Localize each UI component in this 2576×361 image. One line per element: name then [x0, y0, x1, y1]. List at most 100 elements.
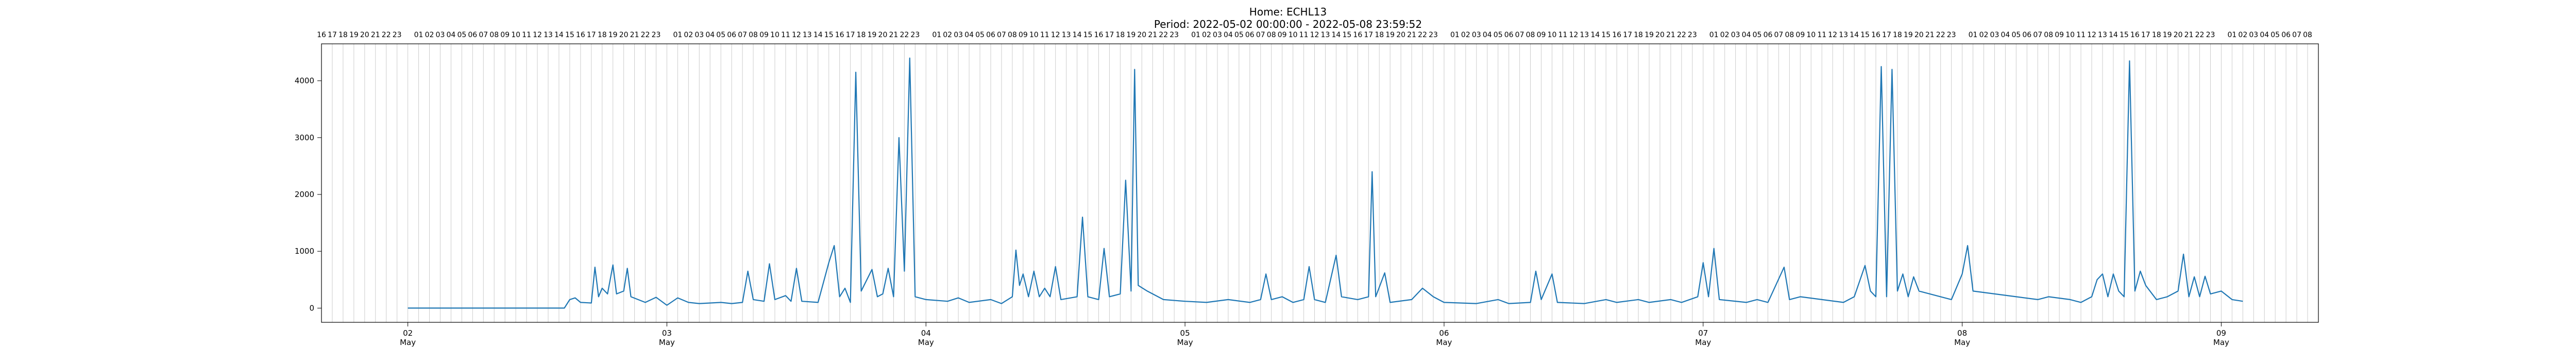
hour-label: 10 [2065, 31, 2075, 39]
hour-label: 14 [814, 31, 823, 39]
hour-label: 21 [630, 31, 639, 39]
hour-label: 04 [1224, 31, 1233, 39]
hour-label: 18 [857, 31, 866, 39]
hour-label: 22 [1159, 31, 1168, 39]
hour-label: 07 [1774, 31, 1784, 39]
hour-label: 01 [1709, 31, 1719, 39]
hour-label: 22 [641, 31, 650, 39]
hour-grid [321, 44, 2319, 322]
hour-label: 18 [1115, 31, 1125, 39]
hour-label: 16 [1612, 31, 1621, 39]
hour-label: 16 [576, 31, 585, 39]
hour-label: 10 [770, 31, 779, 39]
hour-label: 03 [1213, 31, 1222, 39]
hour-label: 21 [1666, 31, 1675, 39]
hour-label: 06 [727, 31, 736, 39]
hour-label: 11 [522, 31, 531, 39]
hour-label: 08 [1785, 31, 1794, 39]
hour-label: 07 [479, 31, 488, 39]
hour-label: 11 [1040, 31, 1049, 39]
hour-label: 07 [2292, 31, 2301, 39]
hour-label: 02 [684, 31, 693, 39]
x-tick-month: May [659, 338, 675, 347]
hour-label: 03 [1990, 31, 1999, 39]
hour-label: 10 [1289, 31, 1298, 39]
hour-label: 13 [544, 31, 553, 39]
x-tick-label: 02 [403, 329, 413, 338]
hour-label: 14 [1590, 31, 1600, 39]
hour-label: 19 [608, 31, 618, 39]
hour-label: 11 [781, 31, 790, 39]
hour-label: 20 [1137, 31, 1146, 39]
hour-label: 18 [2152, 31, 2161, 39]
hour-label: 12 [2087, 31, 2096, 39]
hour-label: 09 [1537, 31, 1546, 39]
y-tick-label: 4000 [295, 76, 314, 86]
hour-label: 08 [1267, 31, 1276, 39]
x-tick-label: 07 [1698, 329, 1708, 338]
x-tick-month: May [1436, 338, 1452, 347]
series-layer [408, 57, 2243, 309]
hour-label: 05 [2011, 31, 2021, 39]
hour-label: 08 [489, 31, 499, 39]
hour-label: 14 [1073, 31, 1082, 39]
hour-label: 16 [1871, 31, 1880, 39]
hour-label: 08 [1008, 31, 1017, 39]
hour-label: 08 [2303, 31, 2312, 39]
hour-label: 04 [1742, 31, 1751, 39]
hour-label: 14 [554, 31, 564, 39]
hour-label: 23 [1170, 31, 1179, 39]
hour-label: 15 [1083, 31, 1093, 39]
hour-label: 04 [2001, 31, 2010, 39]
hour-label: 05 [457, 31, 466, 39]
hour-label: 02 [1720, 31, 1730, 39]
hour-label: 22 [1677, 31, 1686, 39]
hour-label: 13 [1580, 31, 1589, 39]
hour-label: 09 [759, 31, 769, 39]
hour-label: 01 [1450, 31, 1460, 39]
hour-label: 04 [705, 31, 715, 39]
hour-label: 11 [1817, 31, 1826, 39]
x-tick-month: May [400, 338, 416, 347]
hour-label: 17 [1364, 31, 1373, 39]
hour-label: 17 [1882, 31, 1891, 39]
y-axis: 0 1000 2000 3000 4000 [295, 76, 321, 313]
hour-label: 21 [2184, 31, 2194, 39]
hour-label: 22 [2195, 31, 2205, 39]
hour-label: 01 [1969, 31, 1978, 39]
y-tick-label: 1000 [295, 247, 314, 256]
hour-label: 09 [1019, 31, 1028, 39]
hour-label: 19 [2163, 31, 2172, 39]
hour-label: 23 [2206, 31, 2215, 39]
hour-label: 05 [1494, 31, 1503, 39]
hour-label: 22 [382, 31, 391, 39]
hour-label: 19 [1385, 31, 1395, 39]
hour-label: 18 [338, 31, 348, 39]
hour-label: 12 [1051, 31, 1060, 39]
hour-label: 21 [1148, 31, 1157, 39]
hour-label: 05 [716, 31, 725, 39]
hour-label: 21 [1407, 31, 1416, 39]
hour-label: 13 [1062, 31, 1071, 39]
hour-label: 16 [1094, 31, 1104, 39]
hour-label: 08 [749, 31, 758, 39]
hour-label: 15 [824, 31, 834, 39]
hour-label: 17 [1623, 31, 1632, 39]
hour-label: 12 [533, 31, 542, 39]
hour-label: 11 [1299, 31, 1309, 39]
hour-label: 03 [1472, 31, 1481, 39]
x-tick-month: May [1695, 338, 1711, 347]
hour-label: 10 [1548, 31, 1557, 39]
hour-label: 11 [1558, 31, 1567, 39]
hour-label: 23 [1947, 31, 1956, 39]
hour-label: 10 [1029, 31, 1039, 39]
hour-label: 17 [1105, 31, 1114, 39]
series-line [408, 57, 2243, 309]
hour-label: 16 [317, 31, 326, 39]
hour-label: 23 [393, 31, 402, 39]
hour-label: 15 [565, 31, 574, 39]
hour-label: 10 [1806, 31, 1816, 39]
hour-label: 01 [414, 31, 423, 39]
hour-label: 07 [997, 31, 1006, 39]
